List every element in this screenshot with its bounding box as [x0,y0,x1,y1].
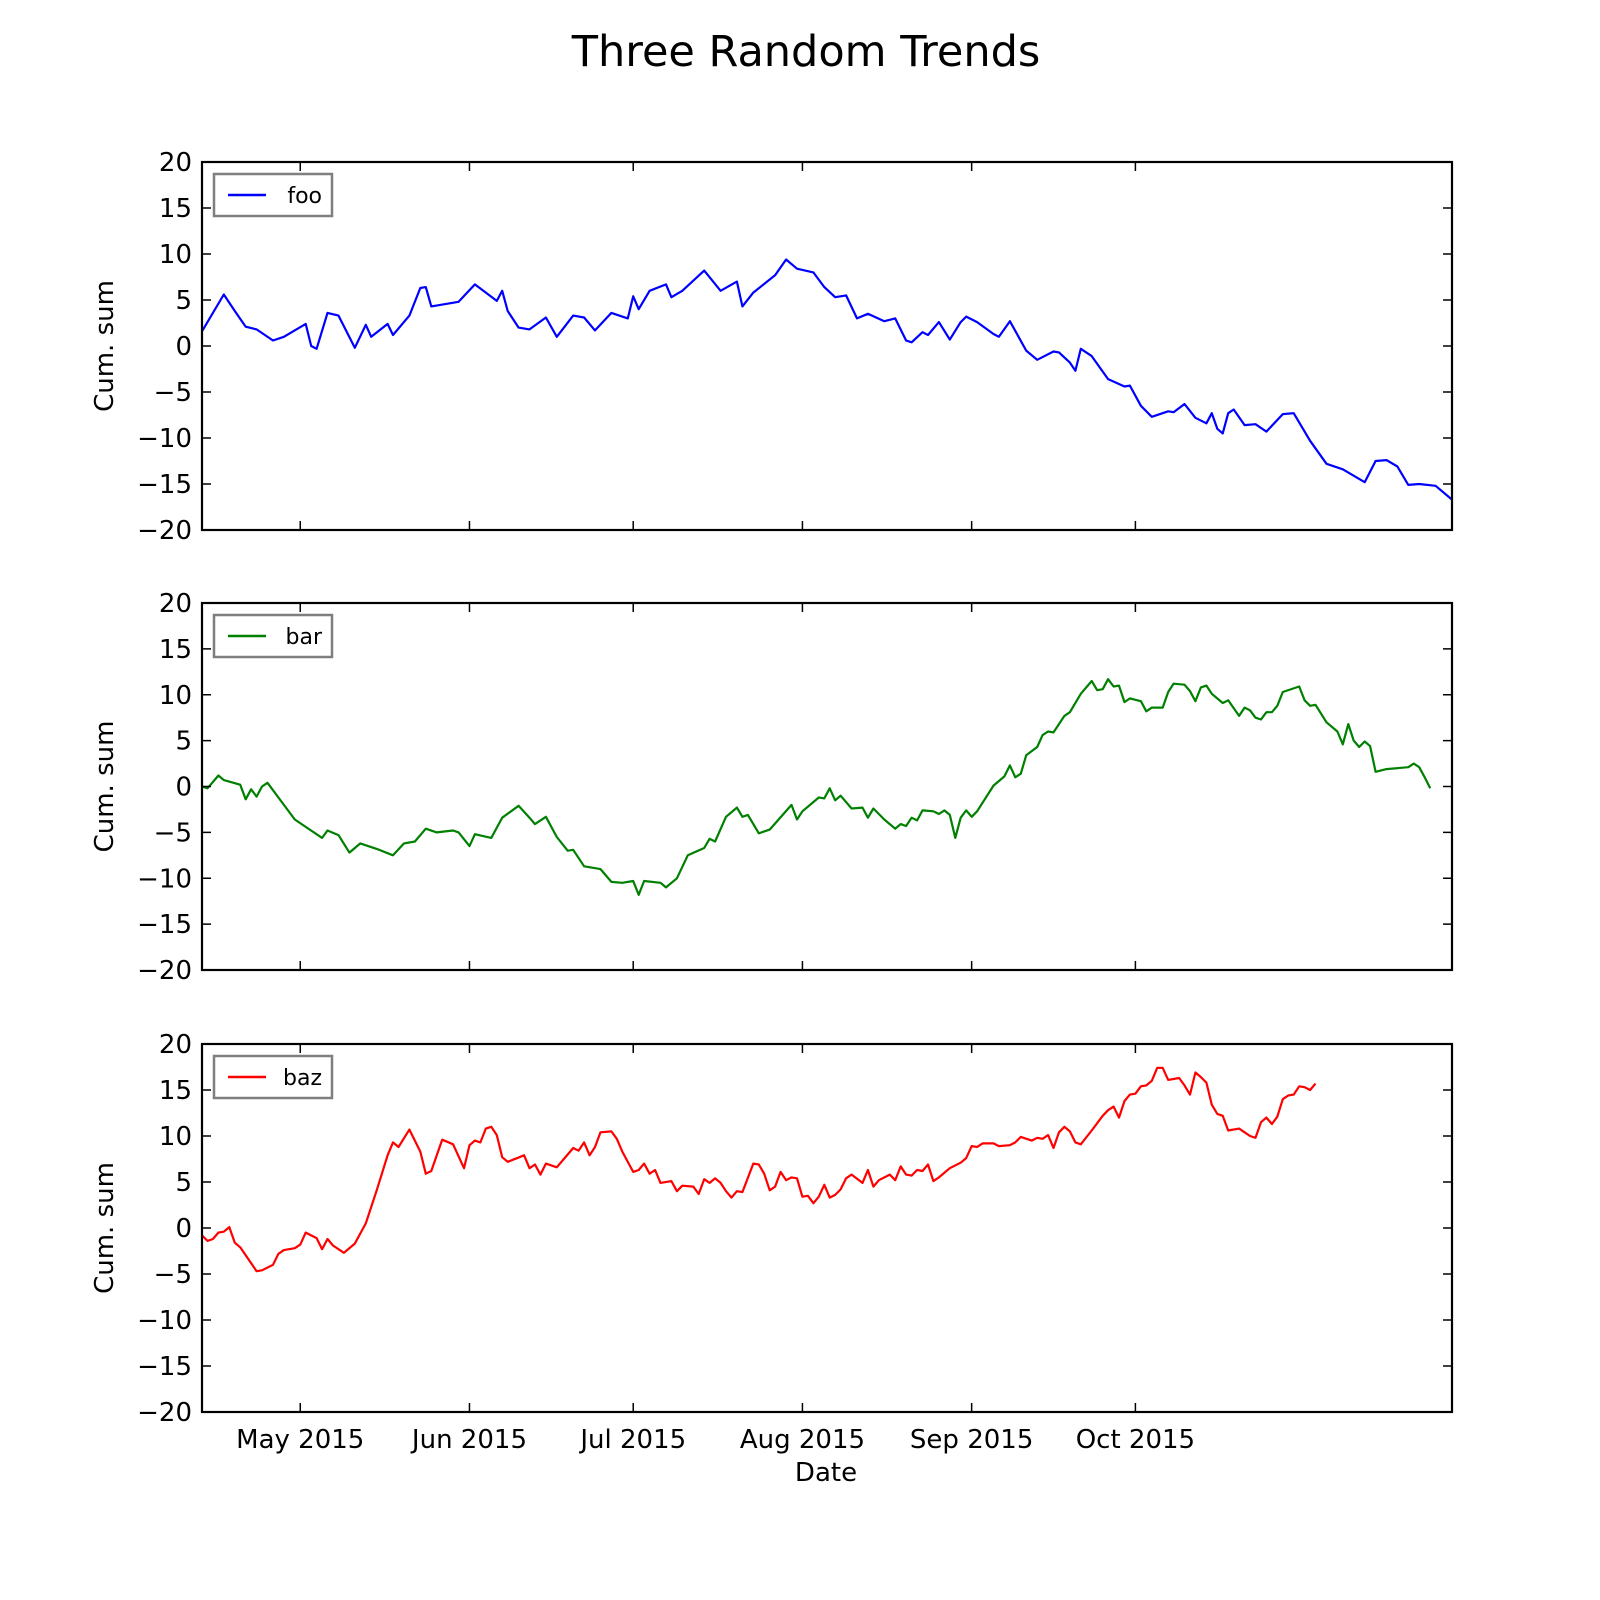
y-tick-label: −10 [137,424,192,454]
legend-label: bar [286,625,323,650]
y-tick-label: 10 [159,240,192,270]
y-tick-label: −15 [137,910,192,940]
series-line-bar [201,678,1432,896]
y-tick-label: 0 [175,773,192,803]
panel-bar: 20 15 10 5 0 −5 −10 −15 −20 Cum. sum bar [90,589,1454,986]
panel-baz: 20 15 10 5 0 −5 −10 −15 −20 Cum. sum baz [90,1030,1454,1428]
y-tick-label: 20 [159,589,192,619]
y-tick-label: 5 [175,286,192,316]
y-tick-label: −15 [137,1352,192,1382]
y-tick-label: 20 [159,148,192,178]
legend-label: foo [287,184,322,209]
y-tick-label: 20 [159,1030,192,1060]
y-axis-label: Cum. sum [90,280,120,412]
chart-title: Three Random Trends [571,27,1041,77]
y-tick-label: −5 [154,1260,192,1290]
y-tick-label: 5 [175,727,192,757]
legend-bar: bar [212,613,334,659]
y-tick-label: −20 [137,1398,192,1428]
panel-foo: 20 15 10 5 0 −5 −10 −15 −20 Cum. sum foo [90,148,1454,546]
legend-foo: foo [212,172,334,218]
y-tick-label: 10 [159,1122,192,1152]
y-tick-label: 10 [159,681,192,711]
y-tick-label: 5 [175,1168,192,1198]
y-tick-label: −5 [154,818,192,848]
x-tick-label: Sep 2015 [910,1425,1033,1455]
y-tick-label: 15 [159,635,192,665]
y-tick-label: 0 [175,1214,192,1244]
x-axis-label: Date [795,1458,857,1488]
y-tick-label: −10 [137,1306,192,1336]
y-tick-label: −10 [137,864,192,894]
axes-frame-baz [200,1042,1454,1414]
x-tick-label: May 2015 [236,1425,364,1455]
y-tick-label: 15 [159,194,192,224]
x-tick-label: Jul 2015 [578,1425,686,1455]
x-tick-label: Aug 2015 [740,1425,865,1455]
y-tick-label: −15 [137,470,192,500]
y-axis-label: Cum. sum [90,1162,120,1294]
y-tick-label: −20 [137,956,192,986]
panels: 20 15 10 5 0 −5 −10 −15 −20 Cum. sum foo 20 15 10 5 0 −5… [90,148,1454,1428]
series-line-baz [201,1066,1317,1273]
legend-baz: baz [212,1054,334,1100]
y-tick-label: 15 [159,1076,192,1106]
x-tick-label: Oct 2015 [1076,1425,1195,1455]
y-tick-label: 0 [175,332,192,362]
x-tick-label: Jun 2015 [410,1425,527,1455]
axes-frame-foo [200,160,1454,532]
y-axis-label: Cum. sum [90,721,120,853]
x-tick-labels: May 2015 Jun 2015 Jul 2015 Aug 2015 Sep 2015… [236,1425,1195,1455]
axes-frame-bar [200,601,1454,972]
legend-label: baz [283,1066,322,1091]
series-line-foo [201,258,1453,501]
y-tick-label: −5 [154,378,192,408]
y-tick-label: −20 [137,516,192,546]
